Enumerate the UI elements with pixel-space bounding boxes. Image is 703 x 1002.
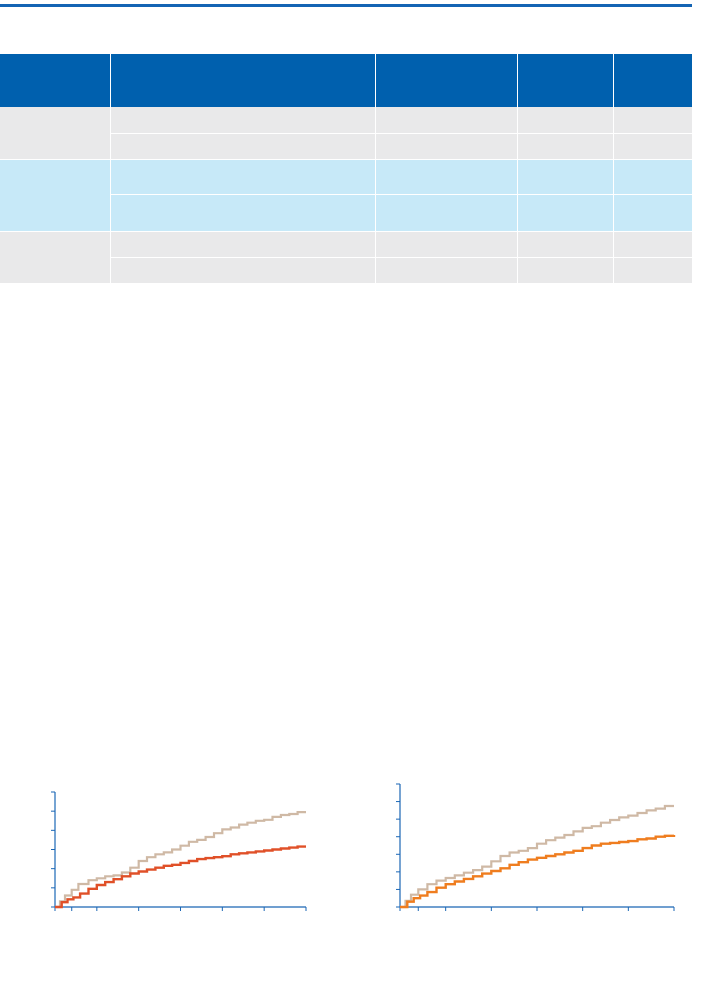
table-cell <box>110 107 376 134</box>
table-row <box>0 231 692 284</box>
table-cell <box>110 133 376 160</box>
group-label <box>0 231 111 284</box>
table-cell <box>110 194 376 232</box>
top-rule <box>0 4 692 7</box>
series-line-2 <box>400 834 676 909</box>
series-line-1 <box>400 804 674 909</box>
table-header-cell <box>375 54 518 107</box>
table-header-row <box>0 54 692 107</box>
cumulative-incidence-chart-right <box>375 770 685 920</box>
table-cell <box>517 159 614 195</box>
table-cell <box>517 257 614 284</box>
table-cell <box>375 194 518 232</box>
group-label <box>0 159 111 232</box>
table-cell <box>517 194 614 232</box>
table-cell <box>517 133 614 160</box>
chart-svg <box>51 791 307 911</box>
table-cell <box>613 107 692 134</box>
table-cell <box>110 257 376 284</box>
table-cell <box>375 257 518 284</box>
table-cell <box>375 107 518 134</box>
table-cell <box>613 194 692 232</box>
chart-svg <box>396 783 676 911</box>
table-cell <box>517 107 614 134</box>
table-header-cell <box>613 54 692 107</box>
results-table <box>0 54 692 284</box>
table-header-cell <box>517 54 614 107</box>
table-cell <box>110 231 376 258</box>
group-label <box>0 107 111 160</box>
table-cell <box>110 159 376 195</box>
series-line-2 <box>55 845 306 909</box>
table-cell <box>375 159 518 195</box>
table-cell <box>613 231 692 258</box>
table-header-cell <box>110 54 376 107</box>
series-line-1 <box>55 811 306 909</box>
table-cell <box>375 133 518 160</box>
table-row <box>0 159 692 232</box>
table-cell <box>613 257 692 284</box>
table-cell <box>613 159 692 195</box>
table-header-cell <box>0 54 111 107</box>
cumulative-incidence-chart-left <box>30 770 320 920</box>
table-cell <box>517 231 614 258</box>
table-row <box>0 107 692 160</box>
table-row <box>0 194 692 232</box>
table-cell <box>375 231 518 258</box>
table-row <box>0 257 692 284</box>
table-row <box>0 133 692 160</box>
table-cell <box>613 133 692 160</box>
